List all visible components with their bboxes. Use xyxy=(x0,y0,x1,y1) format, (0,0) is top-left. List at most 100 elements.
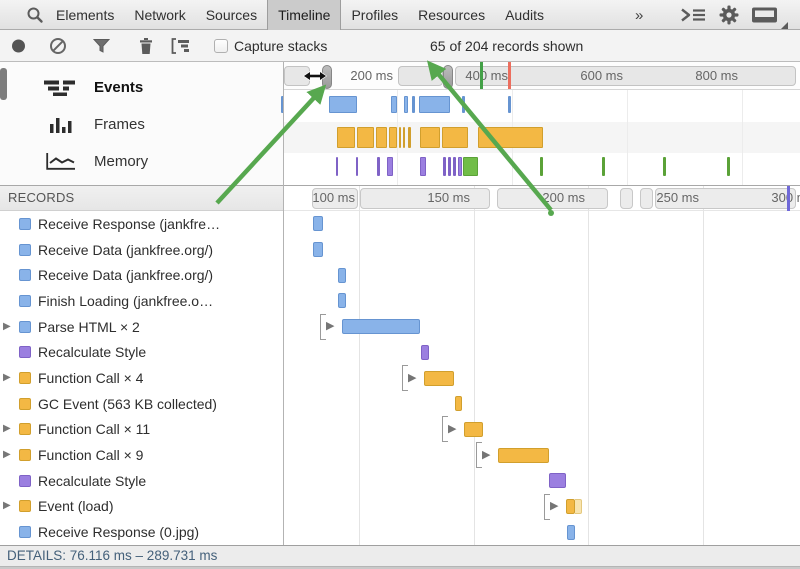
dock-side-icon[interactable] xyxy=(751,6,778,24)
record-list-item[interactable]: Receive Response (0.jpg) xyxy=(0,519,283,545)
tab-overflow-chevron[interactable]: » xyxy=(635,6,644,24)
timeline-record-bar[interactable] xyxy=(549,473,566,489)
sidebar-item-memory[interactable]: Memory xyxy=(0,143,283,180)
tab-audits[interactable]: Audits xyxy=(505,7,544,23)
timeline-record-bar[interactable] xyxy=(338,293,346,309)
timeline-record-bar[interactable] xyxy=(313,216,323,232)
record-list-item[interactable]: Receive Data (jankfree.org/) xyxy=(0,262,283,288)
record-list-item[interactable]: ▶ Function Call × 11 xyxy=(0,417,283,443)
capture-stacks-checkbox[interactable] xyxy=(214,38,228,53)
grid-gridline xyxy=(703,186,704,545)
dock-menu-grip-icon[interactable] xyxy=(781,22,788,29)
record-list-item[interactable]: ▶ Function Call × 9 xyxy=(0,442,283,468)
scrollbar-thumb[interactable] xyxy=(0,68,7,100)
record-list-item[interactable]: Receive Response (jankfre… xyxy=(0,211,283,237)
record-label: Event (load) xyxy=(38,498,114,515)
tab-elements[interactable]: Elements xyxy=(56,7,115,23)
tab-resources[interactable]: Resources xyxy=(418,7,486,23)
record-list-item[interactable]: ▶ Event (load) xyxy=(0,494,283,520)
sidebar-item-label: Memory xyxy=(94,153,149,170)
record-list-item[interactable]: Receive Data (jankfree.org/) xyxy=(0,237,283,263)
tab-timeline[interactable]: Timeline xyxy=(267,0,342,30)
painting-overview-bar xyxy=(602,157,605,176)
timeline-record-bar[interactable] xyxy=(313,242,323,258)
garbage-collect-icon[interactable] xyxy=(138,37,154,54)
grid-expand-bracket xyxy=(320,313,326,340)
record-category-swatch xyxy=(19,423,31,436)
grid-expand-triangle-icon[interactable]: ▶ xyxy=(448,422,457,435)
expand-triangle-icon[interactable]: ▶ xyxy=(3,423,11,435)
timeline-grid[interactable] xyxy=(284,186,800,545)
painting-overview-bar xyxy=(463,157,478,176)
expand-triangle-icon[interactable]: ▶ xyxy=(3,320,11,332)
frames-mode-icon[interactable] xyxy=(169,37,197,54)
grid-expand-triangle-icon[interactable]: ▶ xyxy=(482,448,491,461)
expand-triangle-icon[interactable]: ▶ xyxy=(3,372,11,384)
tab-network[interactable]: Network xyxy=(134,7,186,23)
grid-frame-bar xyxy=(360,188,490,209)
console-drawer-icon[interactable] xyxy=(680,7,707,23)
search-icon[interactable] xyxy=(26,6,44,24)
settings-gear-icon[interactable] xyxy=(719,5,739,25)
record-list-item[interactable]: ▶ Function Call × 4 xyxy=(0,365,283,391)
records-pane-header: RECORDS xyxy=(0,186,283,211)
vertical-splitter[interactable] xyxy=(283,62,284,545)
record-list-item[interactable]: ▶ Parse HTML × 2 xyxy=(0,314,283,340)
grid-expand-triangle-icon[interactable]: ▶ xyxy=(408,371,417,384)
record-category-swatch xyxy=(19,346,31,359)
record-list-item[interactable]: Recalculate Style xyxy=(0,339,283,365)
devtools-controls xyxy=(680,0,778,30)
painting-overview-bar xyxy=(336,157,338,176)
record-category-swatch xyxy=(19,217,31,230)
tab-profiles[interactable]: Profiles xyxy=(351,7,399,23)
scripting-overview-bar xyxy=(389,127,397,148)
timeline-record-bar[interactable] xyxy=(424,370,454,386)
timeline-record-bar[interactable] xyxy=(498,447,549,463)
record-button[interactable] xyxy=(12,39,25,52)
overview-gridline xyxy=(742,90,743,185)
grid-expand-triangle-icon[interactable]: ▶ xyxy=(550,500,559,513)
sidebar-item-frames[interactable]: Frames xyxy=(0,106,283,143)
overview-window-left-handle[interactable] xyxy=(322,65,332,89)
timeline-record-bar[interactable] xyxy=(464,421,483,437)
sidebar-item-label: Frames xyxy=(94,116,145,133)
overview-ruler-label: 400 ms xyxy=(465,68,508,83)
expand-triangle-icon[interactable]: ▶ xyxy=(3,449,11,461)
record-list-item[interactable]: GC Event (563 KB collected) xyxy=(0,391,283,417)
overview-gridline xyxy=(627,90,628,185)
record-category-swatch xyxy=(19,474,31,487)
grid-expand-triangle-icon[interactable]: ▶ xyxy=(326,320,335,333)
records-shown-status: 65 of 204 records shown xyxy=(430,37,584,54)
record-label: Finish Loading (jankfree.o… xyxy=(38,292,214,309)
tab-sources[interactable]: Sources xyxy=(205,7,258,23)
timeline-record-bar[interactable] xyxy=(342,319,420,335)
painting-overview-bar xyxy=(387,157,393,176)
grid-ruler-label: 100 ms xyxy=(312,190,355,205)
grid-gridline xyxy=(588,186,589,545)
grid-expand-bracket xyxy=(402,365,408,392)
scripting-overview-bar xyxy=(403,127,405,148)
expand-triangle-icon[interactable]: ▶ xyxy=(3,500,11,512)
record-label: Receive Response (jankfre… xyxy=(38,215,221,232)
overview-gridline xyxy=(397,90,398,185)
scripting-overview-bar xyxy=(399,127,401,148)
overview-window-right-handle[interactable] xyxy=(443,65,453,89)
record-label: Parse HTML × 2 xyxy=(38,318,140,335)
horizontal-splitter[interactable] xyxy=(0,185,800,186)
network-overview-bar xyxy=(508,96,511,113)
details-bar: DETAILS: 76.116 ms – 289.731 ms xyxy=(0,545,800,566)
record-list-item[interactable]: Finish Loading (jankfree.o… xyxy=(0,288,283,314)
clear-button[interactable] xyxy=(49,37,67,55)
timeline-record-bar[interactable] xyxy=(338,267,346,283)
overview-frame-bar xyxy=(398,66,443,86)
timeline-record-bar[interactable] xyxy=(421,344,429,360)
timeline-record-bar[interactable] xyxy=(567,524,575,540)
record-list-item[interactable]: Recalculate Style xyxy=(0,468,283,494)
network-overview-bar xyxy=(462,96,465,113)
painting-overview-bar xyxy=(453,157,456,176)
filter-button[interactable] xyxy=(93,38,110,53)
timeline-record-bar[interactable] xyxy=(566,499,575,515)
sidebar-item-events[interactable]: Events xyxy=(0,69,283,106)
timeline-record-bar[interactable] xyxy=(455,396,462,412)
